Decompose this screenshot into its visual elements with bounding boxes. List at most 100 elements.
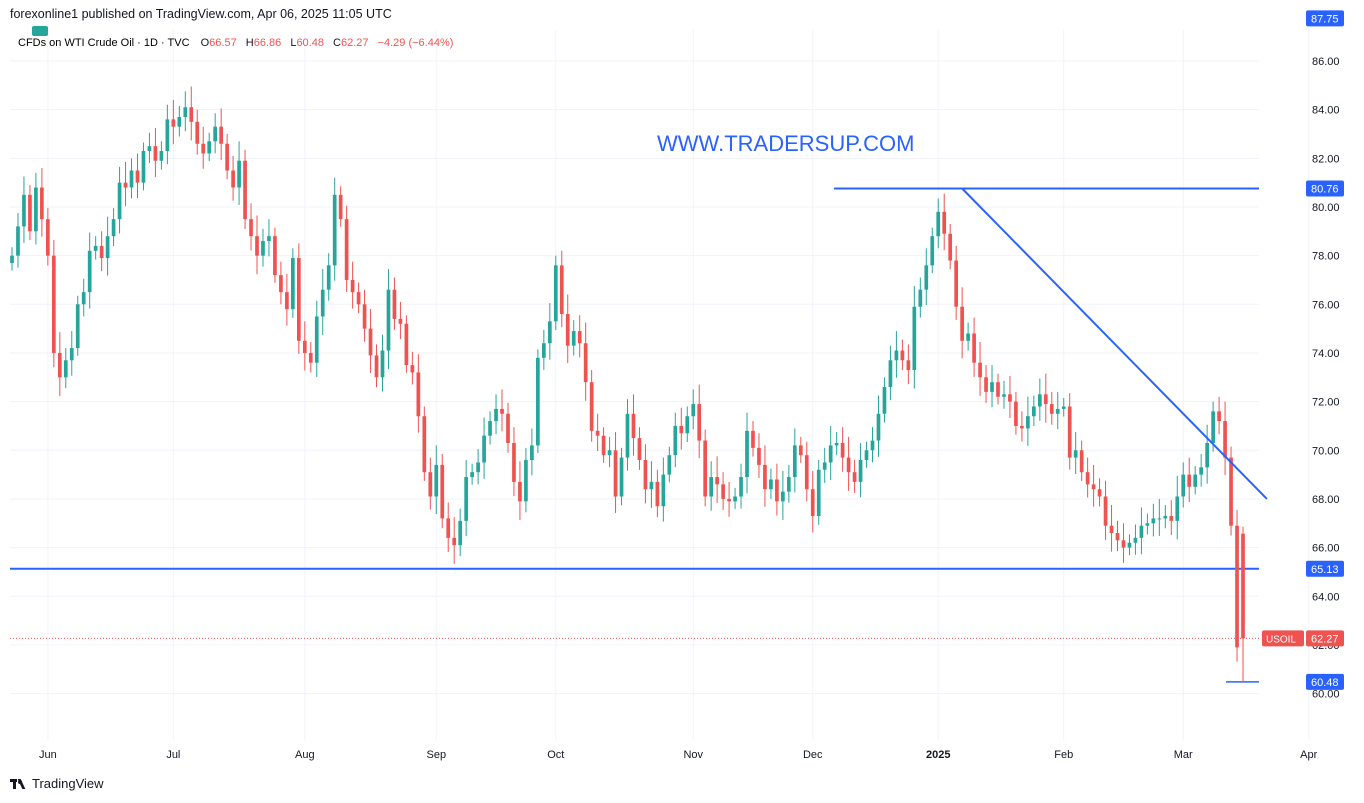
- y-tick-label: 70.00: [1312, 445, 1340, 457]
- tradingview-brand: TradingView: [32, 776, 104, 791]
- candle-body: [87, 250, 92, 293]
- x-tick-label: Aug: [295, 749, 315, 761]
- candle-body: [1211, 411, 1215, 443]
- candle-body: [320, 289, 325, 317]
- y-tick-label: 68.00: [1312, 494, 1340, 506]
- candle-body: [404, 323, 409, 366]
- candle-body: [296, 258, 301, 341]
- candle-body: [75, 304, 80, 349]
- candle-body: [446, 518, 451, 538]
- candle-body: [727, 498, 731, 502]
- candle-body: [177, 116, 182, 127]
- y-tick-label: 66.00: [1312, 543, 1340, 555]
- candle-body: [1002, 394, 1006, 397]
- tradingview-logo[interactable]: TradingView: [10, 776, 104, 791]
- candle-body: [440, 464, 445, 519]
- candle-body: [990, 382, 994, 392]
- candle-body: [1235, 525, 1239, 648]
- candle-body: [673, 425, 678, 456]
- price-label-text: 62.27: [1311, 633, 1339, 645]
- candle-body: [16, 226, 20, 256]
- candle-body: [386, 289, 391, 351]
- x-tick-label: Oct: [547, 749, 564, 761]
- symbol-label-box: [1262, 630, 1304, 647]
- legend-open: 66.57: [209, 37, 237, 49]
- candle-body: [852, 472, 857, 482]
- legend-low-label: L: [290, 37, 296, 49]
- candle-body: [966, 333, 970, 341]
- candle-body: [1109, 525, 1114, 534]
- candle-body: [828, 445, 833, 463]
- candle-body: [356, 292, 361, 305]
- candle-body: [1157, 518, 1162, 520]
- candle-body: [637, 438, 642, 461]
- y-tick-label: 80.00: [1312, 202, 1340, 214]
- price-label-text: 60.48: [1311, 677, 1339, 689]
- candle-body: [536, 357, 540, 446]
- trendline-layer: [961, 187, 1268, 500]
- candle-body: [786, 477, 791, 492]
- candle-body: [201, 143, 206, 154]
- candle-body: [583, 343, 588, 383]
- candle-body: [195, 121, 200, 144]
- candle-body: [1079, 450, 1084, 473]
- candle-body: [1127, 542, 1132, 548]
- legend-open-label: O: [201, 37, 210, 49]
- candle-body: [613, 450, 618, 497]
- x-tick-label: Nov: [683, 749, 703, 761]
- candle-body: [775, 479, 779, 502]
- candle-body: [261, 241, 265, 256]
- candle-body: [308, 352, 313, 363]
- candle-body: [105, 236, 110, 259]
- candle-body: [392, 289, 397, 319]
- candle-body: [757, 447, 761, 465]
- candle-body: [302, 340, 307, 353]
- candle-body: [147, 146, 152, 152]
- candle-body: [63, 360, 68, 378]
- candle-body: [1049, 404, 1054, 414]
- published-line: forexonline1 published on TradingView.co…: [10, 7, 392, 21]
- candle-body: [1199, 467, 1204, 475]
- candle-body: [488, 421, 492, 436]
- candle-body: [482, 435, 486, 463]
- candle-body: [589, 382, 594, 431]
- candle-body: [237, 160, 241, 188]
- candle-body: [51, 255, 56, 353]
- svg-text:CFDs on WTI Crude Oil · 1D · T: CFDs on WTI Crude Oil · 1D · TVC O66.57 …: [18, 37, 453, 49]
- candle-body: [1133, 537, 1138, 543]
- symbol-legend: CFDs on WTI Crude Oil · 1D · TVC O66.57 …: [18, 26, 453, 49]
- y-tick-label: 78.00: [1312, 251, 1340, 263]
- candle-body: [1217, 411, 1221, 422]
- candle-body: [219, 126, 224, 144]
- candle-body: [464, 477, 469, 521]
- candle-body: [452, 537, 457, 546]
- candle-body: [846, 457, 851, 473]
- candle-body: [685, 416, 690, 434]
- candle-body: [715, 477, 719, 485]
- grid: [10, 30, 1310, 740]
- candle-body: [858, 460, 863, 482]
- candle-body: [601, 435, 606, 456]
- tradingview-logo-icon: [10, 778, 28, 790]
- candle-body: [1205, 442, 1209, 468]
- candle-body: [822, 462, 827, 470]
- candle-body: [159, 151, 164, 161]
- candle-body: [547, 321, 552, 344]
- candle-body: [709, 477, 714, 497]
- legend-high-label: H: [246, 37, 254, 49]
- candle-body: [912, 306, 917, 370]
- candle-body: [93, 245, 98, 251]
- candle-body: [1145, 523, 1150, 526]
- price-axis: 60.0062.0064.0066.0068.0070.0072.0074.00…: [1262, 10, 1344, 701]
- candle-body: [1241, 533, 1245, 639]
- candle-body: [416, 372, 421, 417]
- candle-body: [763, 464, 767, 490]
- candle-body: [291, 258, 295, 310]
- x-tick-label: Feb: [1054, 749, 1073, 761]
- candle-body: [374, 355, 379, 378]
- candle-body: [380, 350, 385, 378]
- candle-body: [1031, 406, 1036, 417]
- candle-body: [530, 445, 534, 461]
- candle-body: [1008, 394, 1012, 402]
